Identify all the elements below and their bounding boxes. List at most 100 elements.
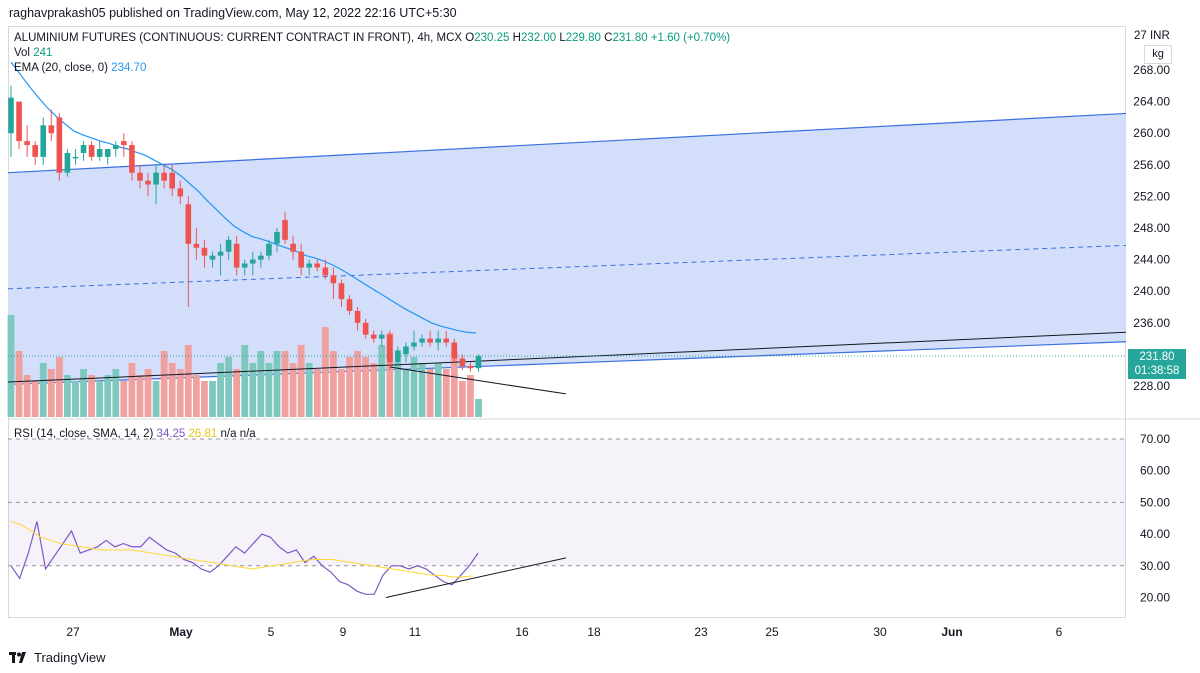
rsi-axis[interactable]: 70.00 60.00 50.00 40.00 30.00 20.00	[1140, 432, 1170, 605]
volume-bar	[402, 369, 410, 417]
close-label: C	[604, 32, 613, 44]
candle-body	[346, 299, 353, 311]
volume-bar	[184, 345, 192, 417]
candle-body	[298, 251, 304, 268]
price-tick-label: 244.00	[1133, 253, 1170, 267]
symbol-name[interactable]: ALUMINIUM FUTURES (CONTINUOUS: CURRENT C…	[14, 32, 463, 44]
candle-body	[64, 152, 71, 173]
volume-bar	[241, 345, 249, 417]
unit-label[interactable]: kg	[1144, 45, 1172, 64]
price-tick-label: 268.00	[1133, 63, 1170, 77]
channel-fill	[8, 113, 1126, 385]
parallel-channel[interactable]	[7, 112, 1127, 386]
ema-value: 234.70	[111, 62, 147, 74]
candle-body	[241, 263, 248, 268]
candle-body	[129, 145, 135, 173]
channel-upper-line	[7, 112, 1127, 174]
candle-body	[112, 145, 119, 149]
candle-body	[362, 322, 369, 335]
candle-body	[427, 338, 433, 343]
rsi-legend[interactable]: RSI (14, close, SMA, 14, 2) 34.25 26.81 …	[14, 428, 256, 440]
volume-bar	[144, 369, 152, 417]
candle-body	[8, 97, 14, 134]
candle-body	[451, 342, 458, 359]
rsi-trendline	[385, 557, 567, 598]
volume-legend[interactable]: Vol 241	[14, 47, 52, 59]
candle-body	[370, 334, 377, 339]
candle-body	[185, 204, 192, 244]
volume-bar	[55, 357, 63, 417]
price-axis[interactable]: 268.00 264.00 260.00 256.00 252.00 248.00 244.…	[1133, 63, 1170, 393]
volume-bar	[225, 357, 233, 417]
volume-bar	[257, 351, 265, 417]
volume-bar	[273, 351, 281, 417]
candle-body	[378, 334, 385, 339]
time-tick-label: 5	[268, 625, 275, 639]
trendline-black	[7, 331, 1127, 383]
ema-line	[10, 61, 477, 334]
publish-info: raghavprakash05 published on TradingView…	[9, 6, 457, 20]
time-tick-label: May	[169, 625, 193, 639]
rsi-sma-value: 26.81	[188, 428, 218, 440]
volume-bar	[475, 399, 482, 417]
volume-bar	[152, 381, 160, 417]
candle-body	[250, 259, 256, 264]
tradingview-logo-icon	[9, 651, 26, 663]
rsi-tick-label: 70.00	[1140, 432, 1170, 446]
open-value: 230.25	[474, 32, 510, 44]
volume-bar	[394, 363, 402, 417]
footer-brand[interactable]: TradingView	[9, 650, 106, 665]
volume-bar	[378, 345, 386, 417]
rsi-label: RSI (14, close, SMA, 14, 2)	[14, 428, 154, 440]
candles	[8, 85, 482, 372]
candle-body	[137, 172, 143, 181]
candle-body	[282, 220, 288, 240]
rsi-band-fill	[8, 439, 1126, 566]
volume-bar	[265, 363, 273, 417]
candle-body	[209, 255, 216, 260]
volume-bar	[176, 369, 184, 417]
close-value: 231.80	[612, 32, 648, 44]
price-tick-label: 228.00	[1133, 379, 1170, 393]
candle-body	[354, 310, 361, 323]
volume-bar	[7, 315, 15, 417]
rsi-na-2: n/a	[239, 428, 256, 440]
candle-body	[225, 239, 232, 252]
ema-legend[interactable]: EMA (20, close, 0) 234.70	[14, 62, 146, 74]
candle-body	[274, 231, 280, 244]
candle-body	[306, 263, 313, 268]
candle-body	[72, 156, 79, 159]
volume-bar	[128, 363, 136, 417]
volume-bar	[201, 381, 208, 417]
candle-body	[24, 141, 30, 146]
rsi-tick-label: 20.00	[1140, 591, 1170, 605]
rsi-path	[10, 521, 479, 595]
candle-body	[161, 172, 167, 181]
time-tick-label: 23	[694, 625, 708, 639]
candle-body	[145, 180, 151, 185]
volume-bar	[330, 351, 337, 417]
rsi-tick-label: 30.00	[1140, 559, 1170, 573]
price-tick-label: 264.00	[1133, 95, 1170, 109]
ohlc-legend[interactable]: ALUMINIUM FUTURES (CONTINUOUS: CURRENT C…	[14, 32, 730, 44]
currency-label[interactable]: 27 INR	[1134, 30, 1170, 42]
candle-body	[290, 243, 296, 252]
volume-bar	[104, 375, 112, 417]
candle-body	[330, 275, 337, 284]
volume-bar	[96, 381, 104, 417]
candle-body	[258, 255, 264, 260]
volume-bar	[23, 375, 31, 417]
candle-body	[403, 346, 409, 355]
candle-body	[338, 283, 345, 300]
drawing-lines[interactable]	[7, 331, 1127, 395]
candle-body	[467, 366, 474, 369]
volume-bar	[458, 381, 466, 417]
ema-path	[10, 61, 477, 334]
volume-bar	[47, 369, 55, 417]
time-axis[interactable]: 27 May 5 9 11 16 18 23 25 30 Jun 6	[66, 625, 1062, 639]
price-tick-label: 236.00	[1133, 316, 1170, 330]
volume-bar	[80, 369, 87, 417]
candle-body	[32, 145, 38, 157]
volume-bar	[467, 375, 474, 417]
